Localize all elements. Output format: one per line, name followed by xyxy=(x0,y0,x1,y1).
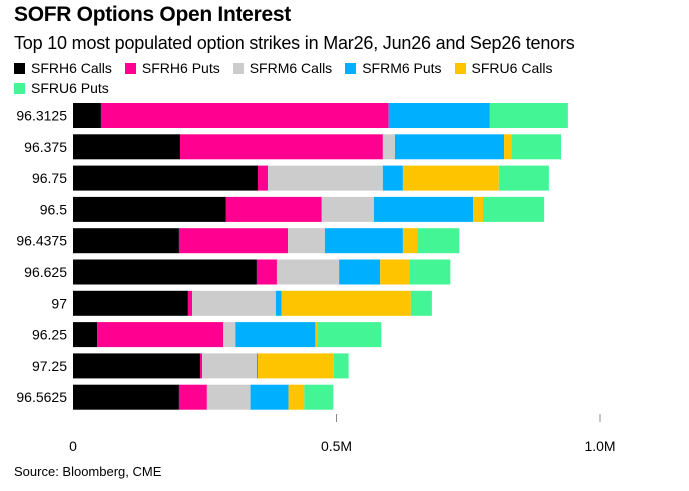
bar-segment xyxy=(187,290,193,316)
bar-segment xyxy=(489,103,568,128)
bar-segment xyxy=(200,353,203,379)
legend-swatch xyxy=(232,63,244,74)
bar-segment xyxy=(388,103,490,128)
bar-segment xyxy=(504,134,512,160)
legend-label: SFRM6 Calls xyxy=(249,60,333,76)
y-tick-label: 96.625 xyxy=(24,264,67,280)
bar-segment xyxy=(73,134,180,160)
bar-segment xyxy=(275,290,282,316)
bar-segment xyxy=(100,103,389,128)
bar-segment xyxy=(317,322,382,348)
bar-segment xyxy=(223,322,236,348)
bar-segment xyxy=(333,353,349,379)
bar-segment xyxy=(192,290,276,316)
bar-segment xyxy=(417,228,460,254)
bar-segment xyxy=(380,259,410,285)
bar-segment xyxy=(410,290,432,316)
y-tick-label: 96.4375 xyxy=(16,233,67,249)
bar-segment xyxy=(402,228,418,254)
bar-segment xyxy=(256,259,277,285)
bar-segment xyxy=(498,165,549,191)
legend-item: SFRU6 Puts xyxy=(14,79,109,98)
bar-segment xyxy=(382,165,403,191)
y-tick-label: 97 xyxy=(51,295,67,311)
bar-segment xyxy=(304,384,334,410)
bar-segment xyxy=(73,353,201,379)
bar-segment xyxy=(315,322,318,348)
bar-segment xyxy=(267,165,383,191)
bar-segment xyxy=(394,134,505,160)
bar-segment xyxy=(250,384,289,410)
bar-segment xyxy=(179,134,383,160)
legend-label: SFRM6 Puts xyxy=(362,60,442,76)
legend-swatch xyxy=(124,63,136,74)
bar-segment xyxy=(97,322,224,348)
chart-title: SOFR Options Open Interest xyxy=(14,3,291,26)
bar-segment xyxy=(373,196,473,222)
bar-segment xyxy=(206,384,251,410)
legend-label: SFRU6 Puts xyxy=(31,80,109,96)
bar-segment xyxy=(409,259,451,285)
legend-swatch xyxy=(345,63,357,74)
legend-item: SFRM6 Puts xyxy=(345,59,442,78)
bar-segment xyxy=(324,228,403,254)
bar-segment xyxy=(472,196,484,222)
bar-segment xyxy=(73,103,101,128)
bar-segment xyxy=(257,353,334,379)
x-tick-label: 1.0M xyxy=(584,438,615,454)
legend-swatch xyxy=(454,63,466,74)
legend-item: SFRH6 Calls xyxy=(14,59,112,78)
bar-segment xyxy=(256,353,258,379)
source-note: Source: Bloomberg, CME xyxy=(14,464,162,479)
y-tick-label: 96.25 xyxy=(32,327,67,343)
bar-segment xyxy=(288,228,325,254)
legend-item: SFRM6 Calls xyxy=(232,59,333,78)
bar-segment xyxy=(281,290,411,316)
x-tick-label: 0.5M xyxy=(321,438,352,454)
legend-item: SFRH6 Puts xyxy=(124,59,220,78)
legend-swatch xyxy=(14,83,25,94)
legend-label: SFRH6 Calls xyxy=(31,60,112,76)
bar-segment xyxy=(339,259,381,285)
legend-label: SFRU6 Calls xyxy=(471,60,553,76)
bar-segment xyxy=(402,165,499,191)
bar-segment xyxy=(73,165,258,191)
bar-segment xyxy=(73,196,226,222)
bar-segment xyxy=(202,353,257,379)
bar-segment xyxy=(511,134,562,160)
bar-segment xyxy=(73,290,188,316)
legend-label: SFRH6 Puts xyxy=(141,60,220,76)
bar-segment xyxy=(225,196,322,222)
bar-segment xyxy=(288,384,305,410)
x-tick-label: 0 xyxy=(69,438,77,454)
bar-segment xyxy=(276,259,340,285)
bar-segment xyxy=(178,384,207,410)
y-tick-label: 96.5625 xyxy=(16,389,67,405)
bar-segment xyxy=(178,228,289,254)
bar-segment xyxy=(73,384,179,410)
chart-subtitle: Top 10 most populated option strikes in … xyxy=(14,33,575,53)
bar-segment xyxy=(321,196,374,222)
bar-segment xyxy=(483,196,545,222)
bar-segment xyxy=(73,259,257,285)
y-tick-label: 96.375 xyxy=(24,139,67,155)
legend-swatch xyxy=(14,63,25,74)
y-tick-label: 96.75 xyxy=(32,170,67,186)
bar-segment xyxy=(257,165,268,191)
y-tick-label: 96.5 xyxy=(40,201,67,217)
y-tick-label: 97.25 xyxy=(32,358,67,374)
bar-segment xyxy=(73,322,98,348)
bar-segment xyxy=(235,322,316,348)
y-tick-label: 96.3125 xyxy=(16,108,67,124)
legend: SFRH6 Calls SFRH6 Puts SFRM6 Calls SFRM6 Pu… xyxy=(14,59,614,99)
bar-segment xyxy=(73,228,179,254)
legend-item: SFRU6 Calls xyxy=(454,59,553,78)
bar-segment xyxy=(382,134,395,160)
